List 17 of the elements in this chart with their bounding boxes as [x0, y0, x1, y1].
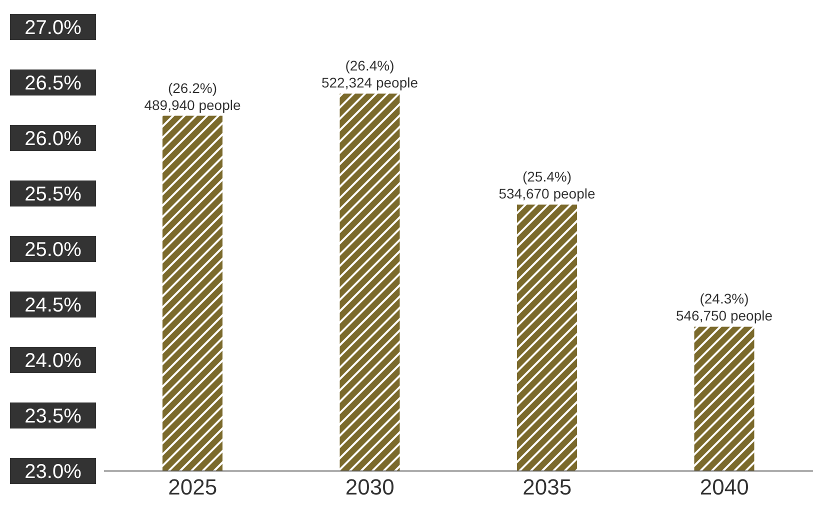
x-tick-label: 2040 [700, 474, 749, 500]
y-tick-label: 26.0% [24, 128, 82, 150]
data-label: (26.2%) 489,940 people [144, 80, 241, 113]
y-tick-label: 25.5% [24, 184, 82, 206]
x-tick-label: 2025 [168, 474, 218, 500]
x-tick-label: 2035 [522, 474, 572, 500]
y-tick-label: 25.0% [24, 239, 82, 261]
data-label: (24.3%) 546,750 people [676, 290, 773, 324]
y-tick-label: 27.0% [24, 17, 82, 39]
data-label: (25.4%) 534,670 people [498, 168, 596, 202]
x-tick-label: 2030 [345, 474, 394, 500]
data-label: (26.4%) 522,324 people [321, 58, 418, 91]
y-tick-label: 26.5% [24, 72, 82, 94]
y-tick-label: 24.0% [24, 350, 82, 372]
y-tick-label: 23.5% [24, 406, 82, 428]
y-tick-label: 24.5% [24, 294, 82, 316]
y-tick-label: 23.0% [24, 461, 82, 483]
